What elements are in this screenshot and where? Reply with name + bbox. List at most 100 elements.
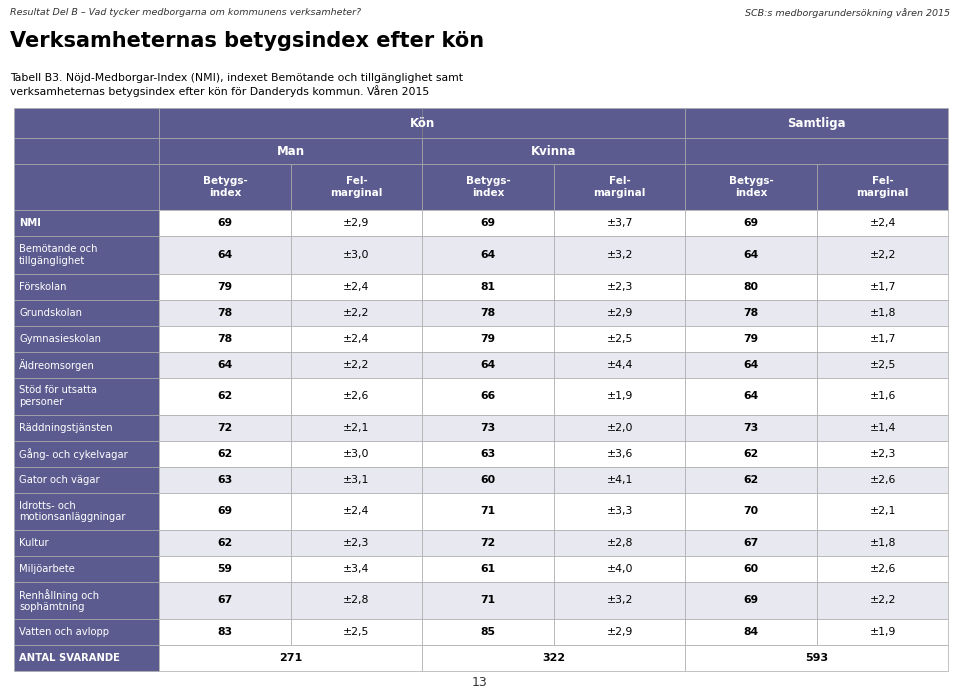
Bar (291, 582, 422, 619)
Text: ±4,4: ±4,4 (607, 359, 633, 370)
Bar (14, 645, 159, 671)
Text: Äldreomsorgen: Äldreomsorgen (19, 359, 95, 370)
Bar (14, 236, 159, 273)
Bar (159, 645, 422, 671)
Text: 71: 71 (481, 596, 495, 605)
Text: 73: 73 (744, 423, 758, 433)
Bar (14, 493, 159, 530)
Text: 78: 78 (217, 333, 232, 344)
Bar (422, 582, 554, 619)
Bar (554, 493, 685, 530)
Text: ±3,3: ±3,3 (607, 506, 633, 517)
Text: 62: 62 (217, 449, 232, 459)
Text: 64: 64 (480, 250, 495, 260)
Text: 62: 62 (744, 475, 758, 485)
Bar (291, 164, 422, 210)
Bar (817, 377, 948, 415)
Text: Fel-
marginal: Fel- marginal (593, 176, 646, 198)
Bar (159, 210, 291, 236)
Bar (422, 326, 554, 352)
Text: ±2,2: ±2,2 (344, 308, 370, 317)
Text: ±2,9: ±2,9 (607, 627, 633, 637)
Text: 63: 63 (217, 475, 232, 485)
Text: SCB:s medborgarundersökning våren 2015: SCB:s medborgarundersökning våren 2015 (745, 8, 950, 18)
Bar (817, 556, 948, 582)
Bar (159, 326, 291, 352)
Bar (685, 645, 948, 671)
Bar (14, 273, 159, 300)
Bar (14, 530, 159, 556)
Bar (291, 377, 422, 415)
Bar (291, 530, 422, 556)
Text: ±3,1: ±3,1 (344, 475, 370, 485)
Bar (291, 273, 422, 300)
Text: Gator och vägar: Gator och vägar (19, 475, 100, 485)
Text: ±2,4: ±2,4 (870, 219, 896, 229)
Text: ±3,2: ±3,2 (607, 250, 633, 260)
Text: NMI: NMI (19, 219, 41, 229)
Text: 70: 70 (744, 506, 758, 517)
Bar (817, 619, 948, 645)
Bar (685, 582, 817, 619)
Text: Räddningstjänsten: Räddningstjänsten (19, 423, 112, 433)
Bar (685, 556, 817, 582)
Bar (817, 164, 948, 210)
Text: Grundskolan: Grundskolan (19, 308, 82, 317)
Bar (554, 530, 685, 556)
Bar (554, 300, 685, 326)
Bar (685, 210, 817, 236)
Text: ±2,1: ±2,1 (870, 506, 896, 517)
Text: 69: 69 (481, 219, 495, 229)
Bar (159, 441, 291, 467)
Bar (422, 164, 554, 210)
Bar (422, 493, 554, 530)
Text: Kön: Kön (410, 117, 435, 130)
Text: Tabell B3. Nöjd-Medborgar-Index (NMI), indexet Bemötande och tillgänglighet samt: Tabell B3. Nöjd-Medborgar-Index (NMI), i… (10, 73, 463, 97)
Text: Verksamheternas betygsindex efter kön: Verksamheternas betygsindex efter kön (10, 31, 484, 52)
Text: 66: 66 (480, 391, 495, 401)
Text: 79: 79 (744, 333, 758, 344)
Bar (14, 326, 159, 352)
Bar (554, 377, 685, 415)
Bar (554, 441, 685, 467)
Text: ±2,8: ±2,8 (344, 596, 370, 605)
Bar (159, 352, 291, 377)
Text: ±3,0: ±3,0 (344, 449, 370, 459)
Text: 69: 69 (744, 219, 758, 229)
Bar (14, 619, 159, 645)
Bar (422, 530, 554, 556)
Text: 64: 64 (217, 250, 232, 260)
Bar (14, 377, 159, 415)
Bar (554, 582, 685, 619)
Text: 78: 78 (217, 308, 232, 317)
Bar (554, 556, 685, 582)
Text: 79: 79 (217, 282, 232, 291)
Bar (291, 619, 422, 645)
Bar (14, 441, 159, 467)
Bar (554, 352, 685, 377)
Text: Vatten och avlopp: Vatten och avlopp (19, 627, 109, 637)
Bar (14, 352, 159, 377)
Text: ±4,0: ±4,0 (607, 564, 633, 574)
Bar (422, 619, 554, 645)
Bar (685, 352, 817, 377)
Text: 64: 64 (744, 391, 758, 401)
Bar (14, 210, 159, 236)
Text: Stöd för utsatta
personer: Stöd för utsatta personer (19, 385, 97, 407)
Bar (817, 326, 948, 352)
Bar (159, 556, 291, 582)
Text: ±2,4: ±2,4 (344, 506, 370, 517)
Bar (817, 582, 948, 619)
Text: 84: 84 (744, 627, 758, 637)
Bar (685, 467, 817, 493)
Text: ±1,7: ±1,7 (870, 333, 896, 344)
Bar (817, 352, 948, 377)
Text: 60: 60 (481, 475, 495, 485)
Bar (159, 138, 422, 164)
Text: ±1,8: ±1,8 (870, 538, 896, 548)
Text: 72: 72 (480, 538, 495, 548)
Text: 80: 80 (744, 282, 758, 291)
Bar (159, 377, 291, 415)
Text: ±3,0: ±3,0 (344, 250, 370, 260)
Bar (159, 467, 291, 493)
